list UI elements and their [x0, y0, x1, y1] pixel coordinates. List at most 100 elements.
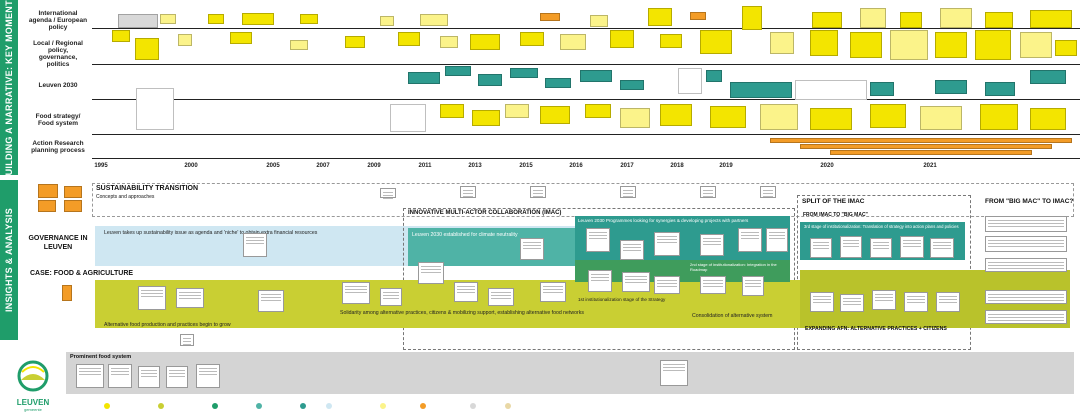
insight-card — [454, 282, 478, 302]
note — [870, 82, 894, 96]
insight-card — [243, 233, 267, 257]
note — [1055, 40, 1077, 56]
legend-dot — [470, 403, 476, 409]
note — [985, 82, 1015, 96]
prominent-card — [108, 364, 132, 388]
note — [690, 12, 706, 20]
lane-line-local — [92, 64, 1080, 65]
legend-dot — [104, 403, 110, 409]
note — [870, 104, 906, 128]
insight-card — [588, 270, 612, 292]
note — [590, 15, 608, 27]
note — [390, 104, 426, 132]
note — [445, 66, 471, 76]
insights-band-label: INSIGHTS & ANALYSIS — [4, 207, 14, 313]
note — [478, 74, 502, 86]
note — [830, 150, 1032, 155]
note — [812, 12, 842, 28]
insight-card — [900, 236, 924, 258]
note — [230, 32, 252, 44]
narrative-side-band: BUILDING A NARRATIVE: KEY MOMENTS — [0, 0, 18, 182]
insight-card — [985, 236, 1067, 252]
row-label-action-research: Action Research planning process — [31, 140, 85, 154]
insight-card — [654, 232, 680, 256]
note — [580, 70, 612, 82]
legend-dot — [380, 403, 386, 409]
note — [510, 68, 538, 78]
insight-card — [742, 276, 764, 296]
note — [470, 34, 500, 50]
note — [920, 106, 962, 130]
insight-card — [488, 288, 514, 306]
note — [620, 108, 650, 128]
insight-card — [540, 282, 566, 302]
insight-card — [176, 288, 204, 308]
year-label: 2020 — [820, 163, 834, 169]
note — [472, 110, 500, 126]
lane-line-timeline — [92, 158, 1080, 159]
band-text-leuven2030: Leuven 2030 established for climate neut… — [412, 232, 518, 238]
year-label: 2000 — [184, 163, 198, 169]
logo-sub: gemeente — [24, 407, 42, 412]
band-text-third-stage: 3rd stage of institutionalization: Trans… — [804, 224, 959, 229]
insight-card — [342, 282, 370, 304]
insight-card — [930, 238, 954, 258]
note — [940, 8, 972, 28]
note — [860, 8, 886, 28]
imac-box — [403, 208, 795, 350]
leuven-logo: LEUVEN gemeente — [8, 358, 58, 412]
note — [800, 144, 1052, 149]
insight-card — [654, 276, 680, 294]
insight-card — [620, 186, 636, 198]
insight-card — [985, 258, 1067, 272]
insight-card — [810, 238, 832, 258]
year-label: 2018 — [670, 163, 684, 169]
logo-name: LEUVEN — [16, 398, 50, 407]
row-label-food-strategy: Food strategy/ Food system — [35, 113, 81, 127]
insight-card — [872, 290, 896, 310]
note — [135, 38, 159, 60]
note — [700, 30, 732, 54]
note — [178, 34, 192, 46]
insight-card — [985, 216, 1067, 232]
note — [112, 30, 130, 42]
insight-card — [620, 240, 644, 260]
note — [545, 78, 571, 88]
band-text-second-stage: 2nd stage of institutionalization: Integ… — [690, 262, 777, 272]
note — [520, 32, 544, 46]
insight-card — [700, 276, 726, 294]
note — [890, 30, 928, 60]
insight-card — [700, 234, 724, 256]
note — [935, 80, 967, 94]
note — [935, 32, 967, 58]
note — [242, 13, 274, 25]
note — [985, 12, 1013, 28]
note — [980, 104, 1018, 130]
note — [660, 104, 692, 126]
leuven-logo-icon — [17, 360, 49, 392]
prominent-card — [76, 364, 104, 388]
note — [560, 34, 586, 50]
band-text-first-stage: 1st institutionalization stage of the St… — [578, 297, 666, 302]
note — [975, 30, 1011, 60]
note — [420, 14, 448, 26]
note — [730, 82, 792, 98]
sidebar-note — [38, 184, 58, 198]
year-label: 2016 — [569, 163, 583, 169]
note — [290, 40, 308, 50]
note — [678, 68, 702, 94]
year-label: 2005 — [266, 163, 280, 169]
sidebar-note — [64, 200, 82, 212]
insight-card — [258, 290, 284, 312]
prominent-card — [138, 366, 160, 388]
insight-card — [738, 228, 762, 252]
insight-card — [840, 294, 864, 312]
note — [1030, 10, 1072, 28]
note — [795, 80, 867, 100]
lane-line-leuven2030 — [92, 99, 1080, 100]
year-label: 2009 — [367, 163, 381, 169]
concepts-subheading: Concepts and approaches — [96, 194, 155, 200]
note — [660, 34, 682, 48]
note — [742, 6, 762, 30]
note — [770, 138, 1072, 143]
